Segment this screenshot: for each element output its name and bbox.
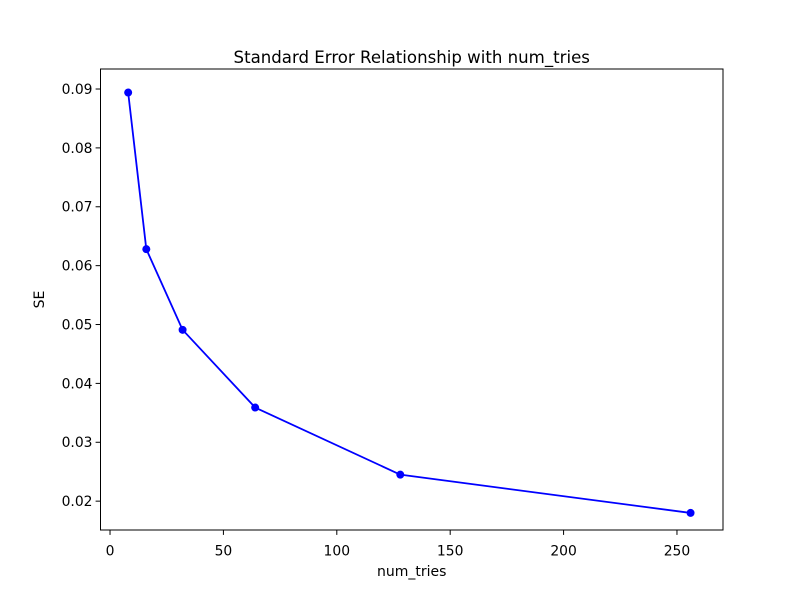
data-point (396, 470, 405, 479)
data-series (124, 88, 695, 517)
plot-border (100, 68, 724, 531)
y-axis-label: SE (32, 291, 48, 309)
x-tick-label: 250 (664, 544, 691, 560)
x-tick-label: 150 (437, 544, 464, 560)
y-tick-label: 0.02 (62, 494, 93, 510)
x-tick-label: 50 (215, 544, 233, 560)
data-point (178, 325, 187, 334)
y-tick-label: 0.06 (62, 259, 93, 275)
data-point (142, 245, 151, 254)
x-axis-label: num_tries (377, 564, 446, 580)
y-tick-label: 0.07 (62, 200, 93, 216)
series-line (127, 92, 691, 514)
x-tick-label: 200 (550, 544, 577, 560)
x-tick-label: 0 (106, 544, 115, 560)
y-tick-label: 0.05 (62, 317, 93, 333)
y-tick-label: 0.09 (62, 82, 93, 98)
data-point (124, 88, 133, 97)
y-tick-label: 0.08 (62, 141, 93, 157)
x-tick-label: 100 (324, 544, 351, 560)
y-tick-label: 0.03 (62, 435, 93, 451)
y-axis-ticks: 0.02 0.03 0.04 0.05 0.06 0.07 0.08 0.09 (62, 82, 101, 510)
data-point (251, 403, 260, 412)
data-point (686, 508, 695, 517)
x-axis-ticks: 0 50 100 150 200 250 (106, 530, 691, 560)
chart-title: Standard Error Relationship with num_tri… (234, 48, 590, 68)
y-tick-label: 0.04 (62, 376, 93, 392)
